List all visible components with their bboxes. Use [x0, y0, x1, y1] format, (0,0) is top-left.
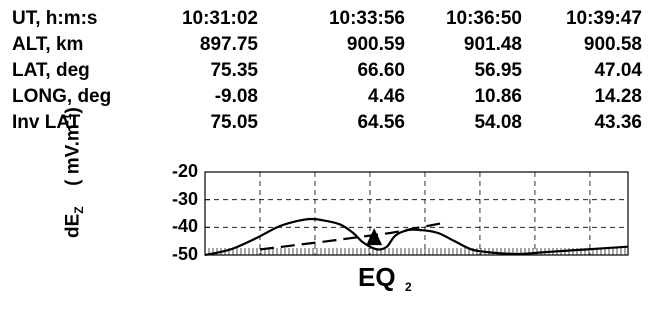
row-label: LONG, deg [12, 86, 112, 107]
row-value: 10:36:50 [445, 8, 522, 29]
row-value: 10.86 [474, 86, 522, 107]
row-value: 10:31:02 [181, 8, 258, 29]
row-value: 54.08 [474, 112, 522, 133]
table-row: ALT, km 897.75 900.59 901.48 900.58 [0, 34, 655, 56]
plot-frame [204, 171, 629, 256]
eq-annotation: EQ [358, 262, 396, 293]
eq-annotation-sub: 2 [405, 280, 412, 294]
row-value: 43.36 [594, 112, 642, 133]
row-label: ALT, km [12, 34, 84, 55]
y-tick-label: -20 [171, 161, 198, 181]
row-value: 14.28 [594, 86, 642, 107]
series-line-solid [204, 217, 629, 257]
row-value: 64.56 [357, 112, 405, 133]
table-row: LAT, deg 75.35 66.60 56.95 47.04 [0, 60, 655, 82]
row-value: 900.59 [346, 34, 405, 55]
table-row: UT, h:m:s 10:31:02 10:33:56 10:36:50 10:39:4… [0, 8, 655, 30]
row-label: UT, h:m:s [12, 8, 98, 29]
row-value: 10:33:56 [328, 8, 405, 29]
row-value: 900.58 [583, 34, 642, 55]
row-label: Inv LAT [12, 112, 81, 133]
row-value: 47.04 [594, 60, 642, 81]
y-tick-label: -40 [171, 216, 198, 237]
triangle-marker [366, 228, 383, 246]
row-value: 10:39:47 [565, 8, 642, 29]
y-tick-label: -30 [171, 188, 198, 209]
row-value: 75.35 [210, 60, 258, 81]
table-row: LONG, deg -9.08 4.46 10.86 14.28 [0, 86, 655, 108]
table-row: Inv LAT 75.05 64.56 54.08 43.36 [0, 112, 655, 134]
eq-label: EQ [358, 262, 396, 292]
row-value: 56.95 [474, 60, 522, 81]
row-value: 4.46 [368, 86, 405, 107]
row-value: 901.48 [463, 34, 522, 55]
row-value: 897.75 [199, 34, 258, 55]
row-value: -9.08 [214, 86, 258, 107]
series-line-dashed [259, 222, 443, 251]
row-value: 75.05 [210, 112, 258, 133]
row-value: 66.60 [357, 60, 405, 81]
row-label: LAT, deg [12, 60, 90, 81]
y-tick-label: -50 [171, 244, 198, 264]
